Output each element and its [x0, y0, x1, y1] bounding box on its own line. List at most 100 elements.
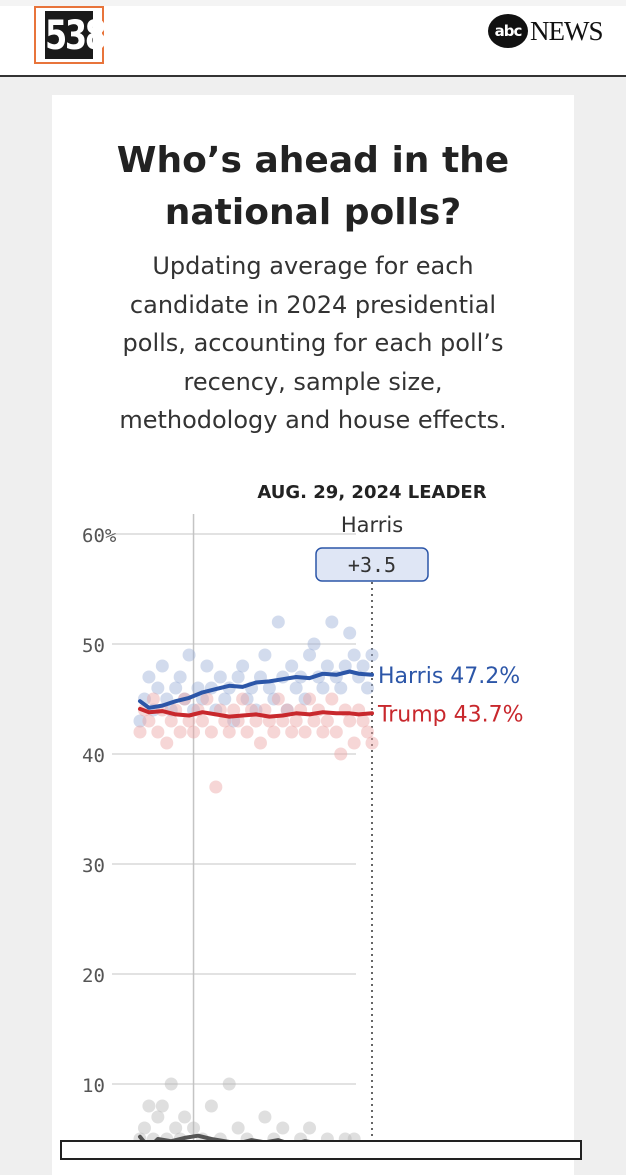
poll-dot [187, 725, 201, 739]
poll-dot [155, 1099, 169, 1113]
poll-dot [169, 1121, 183, 1135]
poll-dot [204, 1099, 218, 1113]
poll-dot [142, 714, 156, 728]
poll-dot [303, 648, 317, 662]
poll-dot [262, 681, 276, 695]
chart-card: Who’s ahead in the national polls? Updat… [52, 95, 574, 1175]
margin-badge [315, 547, 429, 582]
poll-dot [173, 670, 187, 684]
margin-value: +3.5 [348, 553, 396, 577]
poll-dot [236, 659, 250, 673]
series-end-label: Harris 47.2% [378, 664, 520, 689]
poll-dot [200, 692, 214, 706]
poll-dot [258, 648, 272, 662]
poll-dot [356, 659, 370, 673]
poll-dot [334, 747, 348, 761]
poll-dot [307, 637, 321, 651]
poll-dot [361, 725, 375, 739]
poll-dot [365, 736, 379, 750]
poll-dot [231, 1121, 245, 1135]
abc-logo-icon[interactable]: abc [488, 14, 528, 48]
page-title: Who’s ahead in the national polls? [52, 135, 574, 239]
leader-name: Harris [341, 513, 403, 537]
bottom-panel [60, 1140, 582, 1160]
grid-layer: 60% 50 40 30 20 10 [82, 514, 373, 1152]
poll-dot [303, 692, 317, 706]
poll-dot [329, 725, 343, 739]
poll-dot [325, 692, 339, 706]
poll-dot [169, 681, 183, 695]
poll-dot [249, 714, 263, 728]
poll-dot [298, 725, 312, 739]
y-tick-label: 50 [82, 635, 105, 657]
poll-dot [267, 725, 281, 739]
poll-dot [187, 1121, 201, 1135]
poll-dot [365, 648, 379, 662]
poll-dot [137, 1121, 151, 1135]
poll-dot [320, 714, 334, 728]
poll-dot [289, 714, 303, 728]
subtitle-line-1: Updating average for each [152, 252, 474, 280]
abc-news-label[interactable]: NEWS [530, 16, 603, 46]
poll-dot [320, 659, 334, 673]
poll-dot [338, 659, 352, 673]
poll-dot [361, 681, 375, 695]
poll-dot [258, 1110, 272, 1124]
poll-dot [343, 626, 357, 640]
poll-dot [231, 670, 245, 684]
poll-dot [178, 1110, 192, 1124]
poll-dot [155, 659, 169, 673]
subtitle-line-3: polls, accounting for each poll’s [122, 329, 504, 357]
subtitle-line-2: candidate in 2024 presidential [129, 290, 497, 319]
poll-dot [325, 615, 339, 629]
poll-dot [316, 725, 330, 739]
poll-dot [222, 725, 236, 739]
poll-dot [151, 681, 165, 695]
poll-dot [356, 714, 370, 728]
poll-dot [182, 714, 196, 728]
poll-dot [218, 692, 232, 706]
poll-dot [222, 1077, 236, 1091]
poll-dot [146, 692, 160, 706]
poll-dot [343, 714, 357, 728]
poll-dot [164, 714, 178, 728]
poll-dot [195, 714, 209, 728]
poll-dot [271, 692, 285, 706]
status-strip [0, 0, 626, 6]
poll-dot [227, 703, 241, 717]
y-tick-label: 20 [82, 965, 105, 987]
poll-dot [271, 615, 285, 629]
poll-dot [200, 659, 214, 673]
poll-dot [182, 648, 196, 662]
poll-dot [173, 725, 187, 739]
poll-dot [347, 648, 361, 662]
poll-dot [160, 736, 174, 750]
poll-dot [204, 725, 218, 739]
series-line [138, 706, 374, 719]
poll-dot [289, 681, 303, 695]
title-line-2: national polls? [164, 192, 462, 233]
poll-dot [298, 692, 312, 706]
title-line-1: Who’s ahead in the [116, 140, 510, 181]
poll-dot [213, 670, 227, 684]
series-line [138, 669, 374, 710]
y-tick-label: 10 [82, 1075, 105, 1097]
poll-dot [240, 692, 254, 706]
538-logo[interactable]: 538 [34, 6, 107, 64]
poll-dot [347, 736, 361, 750]
poll-dot [142, 1099, 156, 1113]
poll-dot [133, 714, 147, 728]
series-end-label: Trump 43.7% [377, 702, 523, 727]
y-tick-label: 60% [82, 525, 117, 547]
poll-dot [276, 1121, 290, 1135]
poll-dot [267, 692, 281, 706]
poll-dot [285, 725, 299, 739]
poll-dot [133, 725, 147, 739]
poll-dot [253, 736, 267, 750]
poll-dot [285, 659, 299, 673]
poll-dot [316, 681, 330, 695]
y-tick-label: 40 [82, 745, 105, 767]
poll-dot [142, 670, 156, 684]
poll-dot [209, 780, 223, 794]
